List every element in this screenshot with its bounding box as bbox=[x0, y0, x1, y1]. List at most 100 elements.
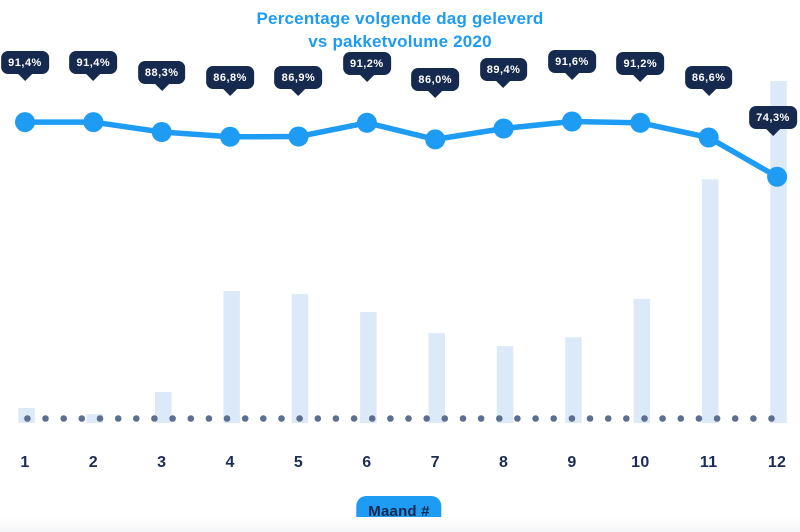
data-point-marker bbox=[220, 126, 241, 147]
baseline-dot bbox=[114, 415, 122, 422]
baseline-dot bbox=[423, 415, 431, 422]
baseline-dot bbox=[750, 415, 757, 422]
value-tooltip-label: 86,6% bbox=[691, 72, 726, 85]
x-tick-label: 6 bbox=[362, 454, 372, 471]
value-tooltip-label: 88,3% bbox=[144, 67, 179, 80]
x-tick-label: 9 bbox=[567, 454, 577, 471]
baseline-dot bbox=[169, 415, 176, 422]
value-tooltip: 91,2% bbox=[616, 51, 665, 75]
x-tick-label: 8 bbox=[498, 454, 509, 471]
baseline-dot bbox=[568, 415, 576, 422]
baseline-dot bbox=[387, 415, 394, 422]
volume-bar bbox=[155, 391, 172, 423]
baseline-dot bbox=[241, 415, 249, 422]
baseline-dot bbox=[24, 415, 31, 422]
baseline-dot bbox=[260, 415, 267, 422]
value-tooltip-label: 89,4% bbox=[486, 63, 521, 76]
x-tick-label: 2 bbox=[88, 454, 98, 471]
value-tooltip: 88,3% bbox=[137, 61, 186, 85]
volume-bar bbox=[428, 333, 445, 423]
baseline-dot bbox=[623, 415, 630, 422]
baseline-dot bbox=[477, 415, 485, 422]
data-point-marker bbox=[698, 127, 719, 148]
value-tooltip-label: 91,6% bbox=[555, 56, 589, 69]
value-tooltip: 91,2% bbox=[342, 51, 391, 75]
data-point-marker bbox=[425, 129, 446, 150]
x-tick-label: 10 bbox=[631, 454, 650, 471]
baseline-dot bbox=[78, 415, 86, 422]
value-tooltip-label: 74,3% bbox=[756, 111, 790, 124]
footer-strip bbox=[0, 517, 800, 532]
volume-bar bbox=[496, 346, 514, 424]
baseline-dot bbox=[96, 415, 104, 422]
value-tooltip-label: 91,4% bbox=[8, 57, 42, 70]
percentage-line bbox=[22, 118, 780, 180]
baseline-dot bbox=[768, 415, 775, 422]
value-tooltip: 89,4% bbox=[479, 57, 528, 81]
baseline-dot bbox=[314, 415, 322, 422]
baseline-dot bbox=[695, 415, 703, 422]
chart-title: Percentage volgende dag geleverd vs pakk… bbox=[0, 7, 800, 53]
volume-bar bbox=[702, 179, 719, 423]
x-tick-label: 3 bbox=[157, 454, 167, 471]
baseline-dot bbox=[60, 415, 67, 422]
volume-bar bbox=[360, 311, 377, 424]
data-point-marker bbox=[630, 112, 651, 133]
baseline-dot bbox=[586, 415, 594, 422]
baseline-dot bbox=[441, 415, 449, 422]
baseline-dot bbox=[296, 415, 303, 422]
x-tick-label: 1 bbox=[20, 454, 30, 471]
data-point-marker bbox=[15, 112, 35, 133]
value-tooltip: 91,6% bbox=[548, 50, 596, 74]
x-tick-label: 7 bbox=[430, 454, 440, 471]
data-point-marker bbox=[151, 122, 172, 142]
chart-title-line2: vs pakketvolume 2020 bbox=[308, 32, 492, 51]
x-tick-label: 4 bbox=[225, 454, 235, 471]
baseline-dot bbox=[278, 415, 285, 422]
x-tick-label: 11 bbox=[699, 454, 718, 471]
value-tooltip: 86,0% bbox=[411, 68, 460, 92]
baseline-dot bbox=[151, 415, 158, 422]
baseline-dot bbox=[133, 415, 140, 422]
value-tooltip-label: 91,2% bbox=[623, 57, 658, 70]
volume-bar bbox=[291, 294, 309, 423]
baseline-dot bbox=[42, 415, 49, 422]
value-tooltip: 91,4% bbox=[69, 51, 118, 75]
baseline-dot bbox=[641, 415, 648, 422]
data-point-marker bbox=[562, 111, 582, 132]
baseline-dot bbox=[731, 415, 739, 422]
data-point-marker bbox=[767, 166, 788, 187]
volume-bar bbox=[223, 291, 240, 423]
baseline-dot bbox=[332, 415, 340, 422]
data-point-marker bbox=[493, 118, 514, 139]
value-tooltip: 91,4% bbox=[1, 51, 49, 75]
data-point-marker bbox=[83, 112, 104, 133]
baseline-dot bbox=[205, 415, 213, 422]
data-point-marker bbox=[288, 126, 309, 147]
baseline-dot bbox=[187, 415, 195, 422]
value-tooltip: 86,8% bbox=[206, 65, 254, 89]
x-tick-label: 12 bbox=[767, 454, 787, 471]
value-tooltip-label: 91,4% bbox=[76, 57, 111, 70]
value-tooltip: 86,9% bbox=[274, 65, 323, 89]
value-tooltip-label: 86,0% bbox=[418, 74, 453, 87]
baseline-dot bbox=[368, 415, 376, 422]
baseline-dot bbox=[405, 415, 412, 422]
value-tooltip: 74,3% bbox=[749, 105, 797, 129]
baseline-dot bbox=[550, 415, 557, 422]
value-tooltip-label: 86,8% bbox=[213, 71, 247, 84]
value-tooltip-label: 91,2% bbox=[349, 57, 384, 70]
baseline-dot bbox=[459, 415, 467, 422]
value-tooltip-label: 86,9% bbox=[281, 71, 316, 84]
baseline-dot bbox=[532, 415, 539, 422]
chart-title-line1: Percentage volgende dag geleverd bbox=[256, 9, 544, 28]
data-point-marker bbox=[356, 112, 377, 133]
volume-bar bbox=[565, 337, 582, 423]
value-tooltip: 86,6% bbox=[684, 66, 733, 90]
baseline-dot bbox=[677, 415, 685, 422]
baseline-dot bbox=[223, 415, 231, 422]
volume-bar bbox=[86, 414, 104, 423]
baseline-dot bbox=[604, 415, 612, 422]
